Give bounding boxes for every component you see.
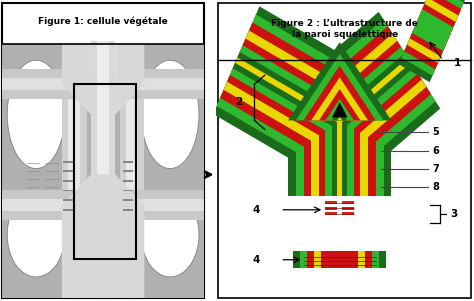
- Polygon shape: [227, 39, 349, 142]
- Polygon shape: [288, 120, 392, 196]
- Text: 7: 7: [433, 163, 439, 174]
- Bar: [326, 207, 337, 210]
- Bar: [123, 180, 133, 182]
- Polygon shape: [335, 53, 414, 128]
- Polygon shape: [328, 41, 422, 140]
- Text: 4: 4: [252, 255, 260, 265]
- Text: 4: 4: [252, 205, 260, 215]
- Bar: [63, 199, 73, 201]
- Text: 3: 3: [451, 209, 458, 219]
- Bar: [74, 84, 136, 259]
- Polygon shape: [412, 9, 453, 51]
- Polygon shape: [311, 120, 368, 196]
- Bar: [63, 209, 73, 211]
- Polygon shape: [233, 52, 343, 129]
- Bar: [321, 251, 358, 268]
- Polygon shape: [309, 12, 440, 169]
- Bar: [2, 44, 204, 298]
- Polygon shape: [319, 89, 360, 120]
- Bar: [123, 170, 133, 172]
- Text: 8: 8: [433, 182, 439, 192]
- Bar: [342, 207, 354, 210]
- Polygon shape: [404, 0, 461, 69]
- Bar: [326, 201, 337, 204]
- Bar: [293, 251, 386, 268]
- Polygon shape: [323, 34, 426, 147]
- Bar: [2, 69, 204, 99]
- Polygon shape: [337, 116, 342, 120]
- Polygon shape: [213, 6, 363, 174]
- Bar: [63, 190, 73, 191]
- Polygon shape: [62, 175, 144, 298]
- Text: 1: 1: [453, 58, 461, 68]
- Polygon shape: [62, 44, 144, 114]
- Polygon shape: [319, 120, 360, 196]
- Polygon shape: [303, 66, 376, 120]
- Ellipse shape: [7, 60, 65, 169]
- Text: Figure 2 : L’ultrastructure de
la paroi squelettique: Figure 2 : L’ultrastructure de la paroi …: [272, 20, 418, 39]
- Text: 5: 5: [433, 127, 439, 138]
- Bar: [123, 199, 133, 201]
- Ellipse shape: [141, 60, 199, 169]
- Polygon shape: [230, 45, 346, 135]
- Polygon shape: [288, 42, 392, 120]
- Bar: [2, 190, 204, 220]
- Bar: [123, 190, 133, 191]
- Ellipse shape: [141, 193, 199, 277]
- Bar: [300, 251, 379, 268]
- Polygon shape: [326, 120, 354, 196]
- Bar: [307, 251, 372, 268]
- Polygon shape: [235, 57, 341, 123]
- Polygon shape: [318, 26, 431, 154]
- Polygon shape: [332, 102, 347, 117]
- Text: 6: 6: [433, 145, 439, 156]
- Polygon shape: [311, 77, 368, 120]
- Polygon shape: [296, 54, 383, 120]
- Bar: [342, 212, 354, 215]
- Ellipse shape: [7, 193, 65, 277]
- Bar: [314, 251, 365, 268]
- Bar: [123, 161, 133, 163]
- Bar: [2, 78, 204, 90]
- Polygon shape: [407, 0, 458, 63]
- Text: Figure 1: cellule végétale: Figure 1: cellule végétale: [38, 17, 168, 26]
- Bar: [123, 209, 133, 211]
- Polygon shape: [399, 0, 466, 82]
- Bar: [63, 161, 73, 163]
- Text: 2: 2: [235, 97, 243, 107]
- Polygon shape: [332, 109, 347, 120]
- Polygon shape: [332, 120, 347, 196]
- Bar: [342, 201, 354, 204]
- Bar: [2, 199, 204, 211]
- Polygon shape: [331, 47, 418, 134]
- Polygon shape: [224, 31, 352, 150]
- Polygon shape: [220, 23, 356, 158]
- Bar: [326, 212, 337, 215]
- Polygon shape: [303, 120, 376, 196]
- Polygon shape: [326, 99, 354, 120]
- Bar: [63, 180, 73, 182]
- Polygon shape: [410, 4, 456, 56]
- Bar: [68, 44, 81, 298]
- Bar: [63, 170, 73, 172]
- Bar: [126, 44, 138, 298]
- Polygon shape: [313, 19, 436, 162]
- Bar: [119, 44, 144, 298]
- Polygon shape: [401, 0, 464, 76]
- Polygon shape: [338, 58, 411, 123]
- Bar: [97, 41, 109, 298]
- Polygon shape: [296, 120, 383, 196]
- Bar: [62, 44, 87, 298]
- Polygon shape: [91, 44, 116, 96]
- Polygon shape: [217, 14, 359, 166]
- Polygon shape: [337, 120, 342, 196]
- Bar: [91, 41, 116, 298]
